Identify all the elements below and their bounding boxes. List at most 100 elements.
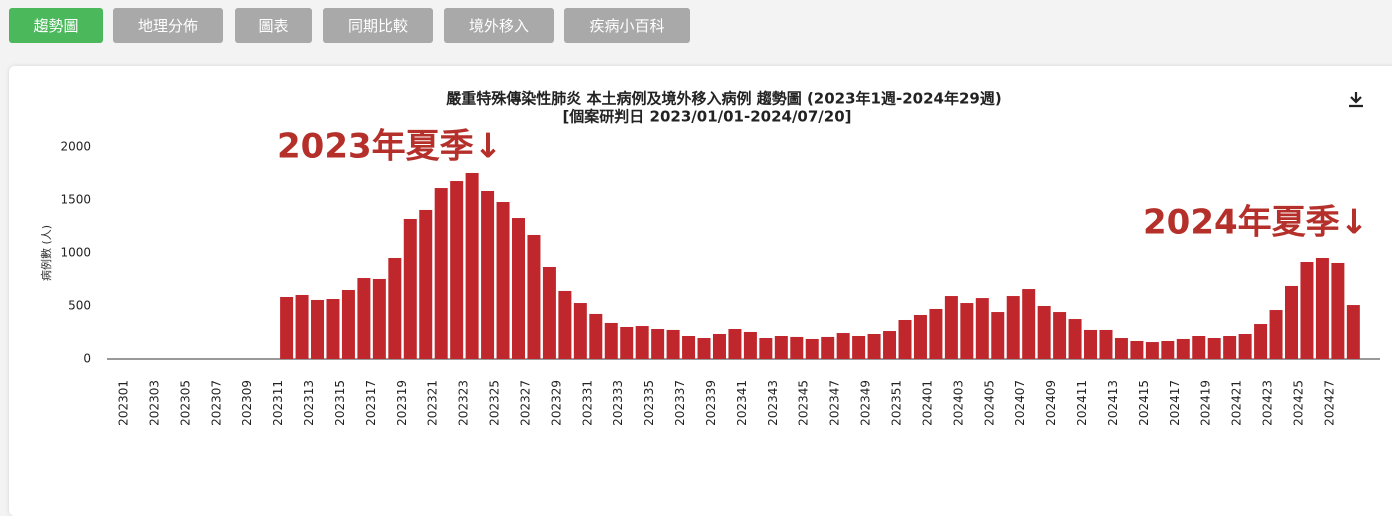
bar bbox=[357, 278, 371, 359]
x-tick-label: 202345 bbox=[797, 380, 811, 426]
x-tick-label: 202413 bbox=[1106, 380, 1120, 426]
y-tick-label: 0 bbox=[83, 352, 91, 366]
bar bbox=[635, 326, 649, 359]
page: 趨勢圖 地理分佈 圖表 同期比較 境外移入 疾病小百科 嚴重特殊傳染性肺炎 本土… bbox=[9, 8, 1392, 516]
bar bbox=[991, 312, 1005, 359]
y-axis-label: 病例數 (人) bbox=[39, 225, 53, 281]
bar bbox=[512, 218, 525, 359]
bar bbox=[403, 218, 417, 359]
bar bbox=[1269, 310, 1283, 359]
x-tick-label: 202403 bbox=[951, 380, 965, 426]
bar bbox=[527, 234, 541, 359]
bar bbox=[1300, 262, 1314, 359]
bar bbox=[1161, 340, 1175, 359]
x-tick-label: 202421 bbox=[1230, 380, 1244, 426]
bar bbox=[712, 333, 726, 359]
x-tick-label: 202349 bbox=[859, 380, 873, 426]
bar bbox=[1114, 338, 1128, 359]
tab[interactable]: 圖表 bbox=[235, 8, 312, 43]
bar bbox=[450, 181, 464, 359]
download-icon[interactable] bbox=[1349, 92, 1363, 108]
bar bbox=[1331, 262, 1345, 359]
x-tick-label: 202311 bbox=[271, 380, 285, 426]
tab[interactable]: 趨勢圖 bbox=[9, 8, 103, 43]
bar bbox=[295, 294, 309, 359]
x-tick-label: 202305 bbox=[178, 380, 192, 426]
x-tick-label: 202331 bbox=[580, 380, 594, 426]
bar bbox=[852, 335, 866, 359]
bar bbox=[867, 333, 881, 359]
bar bbox=[1223, 335, 1237, 359]
x-tick-label: 202405 bbox=[982, 380, 996, 426]
bar bbox=[434, 188, 448, 359]
y-tick-label: 1500 bbox=[60, 193, 91, 207]
bar bbox=[759, 338, 773, 359]
bar bbox=[682, 335, 696, 359]
x-tick-label: 202351 bbox=[890, 380, 904, 426]
x-tick-label: 202415 bbox=[1137, 380, 1151, 426]
bar bbox=[836, 333, 850, 359]
x-tick-label: 202323 bbox=[457, 380, 471, 426]
bar bbox=[883, 331, 897, 359]
bar bbox=[790, 336, 804, 359]
chart-card bbox=[9, 66, 1392, 516]
bar bbox=[1254, 324, 1268, 359]
x-tick-label: 202423 bbox=[1261, 380, 1275, 426]
x-tick-label: 202425 bbox=[1291, 380, 1305, 426]
x-tick-label: 202427 bbox=[1322, 380, 1336, 426]
bar bbox=[1068, 319, 1082, 359]
x-tick-label: 202401 bbox=[920, 380, 934, 426]
x-tick-label: 202333 bbox=[611, 380, 625, 426]
x-tick-label: 202301 bbox=[117, 380, 131, 426]
bar bbox=[326, 299, 340, 359]
bar bbox=[1084, 329, 1098, 359]
chart-subtitle: [個案研判日 2023/01/01-2024/07/20] bbox=[562, 108, 851, 126]
chart-title: 嚴重特殊傳染性肺炎 本土病例及境外移入病例 趨勢圖 (2023年1週-2024年… bbox=[446, 90, 1001, 108]
bar bbox=[558, 290, 572, 359]
bar bbox=[372, 278, 386, 359]
bar bbox=[1145, 342, 1159, 359]
bar bbox=[774, 335, 788, 359]
x-tick-label: 202325 bbox=[488, 380, 502, 426]
bar bbox=[341, 289, 355, 359]
bar bbox=[1315, 257, 1329, 359]
bar bbox=[975, 298, 989, 359]
annotation: 2023年夏季↓ bbox=[277, 127, 502, 167]
bar bbox=[419, 209, 433, 359]
x-tick-label: 202341 bbox=[735, 380, 749, 426]
x-tick-label: 202307 bbox=[209, 380, 223, 426]
bar bbox=[666, 329, 680, 359]
bar bbox=[805, 338, 819, 359]
bar bbox=[898, 319, 912, 359]
x-tick-label: 202343 bbox=[766, 380, 780, 426]
bar bbox=[1099, 329, 1113, 359]
x-tick-label: 202303 bbox=[147, 380, 161, 426]
tab[interactable]: 同期比較 bbox=[323, 8, 433, 43]
y-tick-label: 2000 bbox=[60, 140, 91, 154]
tab[interactable]: 地理分佈 bbox=[113, 8, 223, 43]
bar bbox=[1176, 338, 1190, 359]
bar bbox=[1285, 285, 1298, 359]
x-tick-label: 202315 bbox=[333, 380, 347, 426]
bar bbox=[542, 266, 556, 359]
bar bbox=[496, 202, 510, 359]
tab[interactable]: 境外移入 bbox=[444, 8, 554, 43]
x-tick-label: 202313 bbox=[302, 380, 316, 426]
x-tick-label: 202335 bbox=[642, 380, 656, 426]
x-tick-label: 202327 bbox=[518, 380, 532, 426]
x-tick-label: 202329 bbox=[549, 380, 563, 426]
bar bbox=[728, 329, 742, 359]
x-tick-label: 202337 bbox=[673, 380, 687, 426]
bar bbox=[1192, 335, 1206, 359]
bar bbox=[913, 315, 927, 359]
tab[interactable]: 疾病小百科 bbox=[564, 8, 690, 43]
bar bbox=[620, 326, 634, 359]
bar bbox=[821, 336, 835, 359]
bar bbox=[1037, 306, 1051, 359]
bar bbox=[1022, 289, 1036, 359]
x-tick-label: 202309 bbox=[240, 380, 254, 426]
bar bbox=[589, 313, 603, 359]
chart: 嚴重特殊傳染性肺炎 本土病例及境外移入病例 趨勢圖 (2023年1週-2024年… bbox=[39, 90, 1380, 426]
bar bbox=[1238, 333, 1252, 359]
x-tick-label: 202417 bbox=[1168, 380, 1182, 426]
